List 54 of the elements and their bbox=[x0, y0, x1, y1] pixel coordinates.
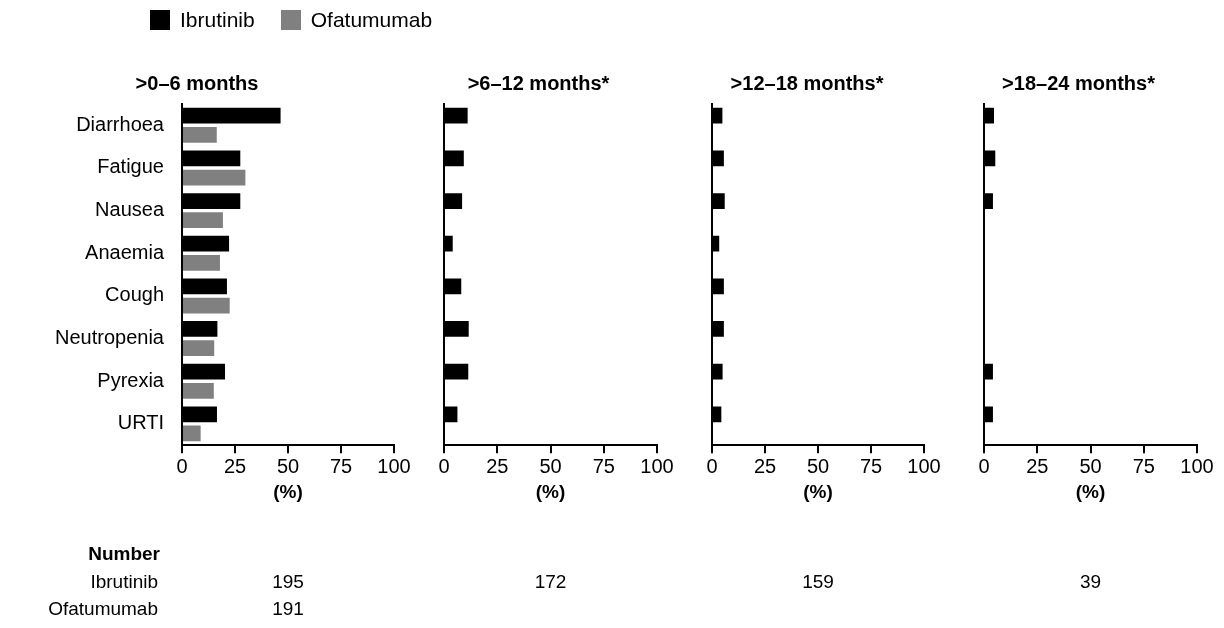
y-tick-label: URTI bbox=[117, 411, 164, 434]
text: 191 bbox=[272, 598, 304, 620]
text: Ofatumumab bbox=[48, 598, 158, 620]
x-tick-label: 50 bbox=[806, 454, 830, 477]
text: 159 bbox=[802, 571, 834, 593]
y-tick-label: Anaemia bbox=[85, 240, 165, 263]
chart-title: >12–18 months* bbox=[730, 71, 884, 94]
x-tick-label: 100 bbox=[640, 454, 674, 477]
chart-title: >6–12 months* bbox=[467, 71, 610, 94]
x-tick-label: 50 bbox=[1079, 454, 1102, 477]
x-axis-title: (%) bbox=[803, 480, 833, 502]
text: 172 bbox=[534, 571, 567, 593]
y-tick-label: Cough bbox=[105, 283, 164, 306]
bar bbox=[183, 297, 230, 314]
y-tick-label: Neutropenia bbox=[55, 326, 165, 349]
x-axis-title: (%) bbox=[273, 480, 303, 502]
y-tick-label: Fatigue bbox=[97, 155, 164, 178]
x-tick-label: 75 bbox=[859, 454, 883, 477]
x-tick-label: 100 bbox=[907, 454, 941, 477]
y-tick-label: Nausea bbox=[95, 198, 165, 221]
text: 39 bbox=[1079, 571, 1102, 593]
bar bbox=[183, 425, 201, 442]
legend-label: Ibrutinib bbox=[179, 8, 255, 32]
text: Number bbox=[88, 543, 160, 565]
x-tick-label: 100 bbox=[1180, 454, 1214, 477]
x-tick-label: 50 bbox=[276, 454, 300, 477]
bar bbox=[183, 340, 215, 357]
x-tick-label: 0 bbox=[176, 454, 188, 477]
bar bbox=[183, 212, 223, 229]
x-axis-title: (%) bbox=[1075, 480, 1106, 502]
x-tick-label: 25 bbox=[223, 454, 247, 477]
bar bbox=[183, 255, 220, 271]
bar bbox=[183, 169, 246, 186]
x-axis-title: (%) bbox=[535, 480, 566, 502]
x-tick-label: 0 bbox=[438, 454, 450, 477]
bar bbox=[183, 382, 214, 399]
text: 195 bbox=[272, 571, 304, 593]
x-tick-label: 0 bbox=[978, 454, 990, 477]
y-tick-label: Diarrhoea bbox=[76, 112, 165, 135]
x-tick-label: 75 bbox=[592, 454, 615, 477]
x-tick-label: 75 bbox=[329, 454, 353, 477]
x-tick-label: 50 bbox=[539, 454, 562, 477]
y-tick-label: Pyrexia bbox=[97, 368, 165, 391]
x-tick-label: 25 bbox=[486, 454, 509, 477]
bar bbox=[183, 127, 217, 143]
x-tick-label: 100 bbox=[377, 454, 411, 477]
text: Ibrutinib bbox=[90, 571, 158, 593]
x-tick-label: 25 bbox=[753, 454, 777, 477]
chart-title: >0–6 months bbox=[135, 71, 259, 94]
x-tick-label: 0 bbox=[706, 454, 718, 477]
x-tick-label: 25 bbox=[1026, 454, 1049, 477]
chart-title: >18–24 months* bbox=[1002, 71, 1156, 94]
legend-label: Ofatumumab bbox=[309, 8, 433, 32]
x-tick-label: 75 bbox=[1132, 454, 1155, 477]
